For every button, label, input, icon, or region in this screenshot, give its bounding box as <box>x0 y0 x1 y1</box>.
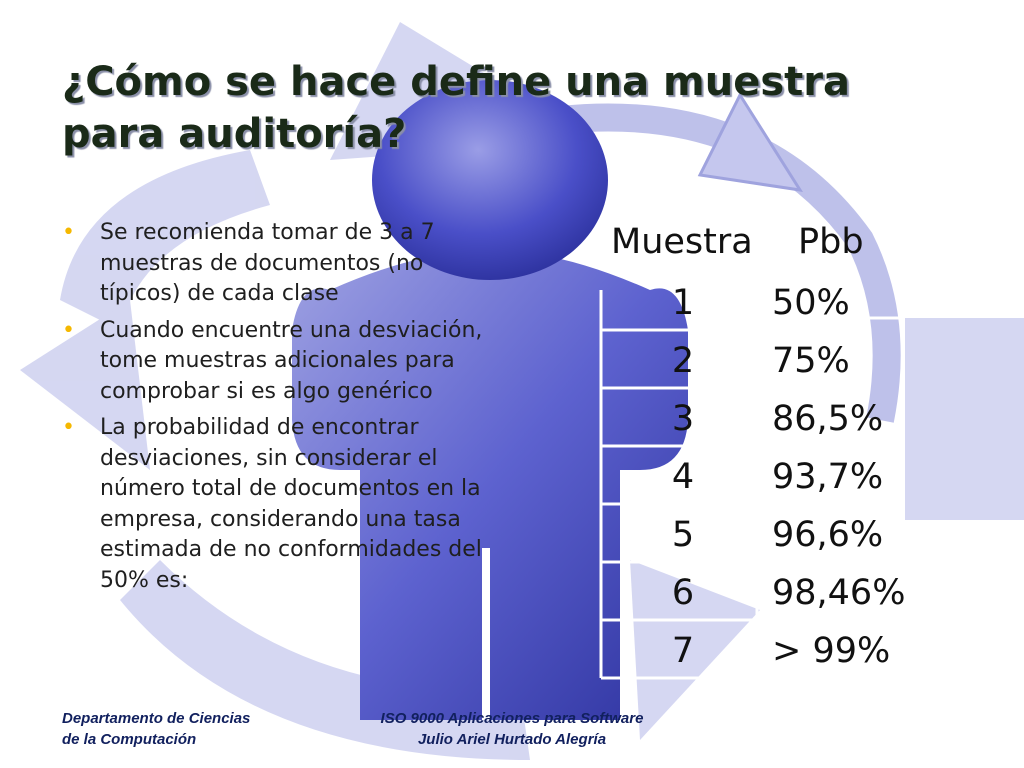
table-cell-pbb: 75% <box>772 341 850 381</box>
table-cell-muestra: 1 <box>671 283 695 323</box>
table-header-pbb: Pbb <box>798 222 864 262</box>
table-cell-pbb: 98,46% <box>772 573 906 613</box>
arrow-ring <box>558 103 901 423</box>
table-cell-muestra: 7 <box>671 631 695 671</box>
bullet-text: Cuando encuentre una desviación, tome mu… <box>100 317 483 404</box>
footer-course: ISO 9000 Aplicaciones para Software Juli… <box>362 708 662 750</box>
footer-center-line-1: ISO 9000 Aplicaciones para Software <box>380 710 644 727</box>
bullet-text: Se recomienda tomar de 3 a 7 muestras de… <box>100 220 435 306</box>
table-cell-muestra: 4 <box>671 457 695 497</box>
table-cell-muestra: 2 <box>671 341 695 381</box>
table-header-muestra: Muestra <box>611 222 753 262</box>
bullet-item: • Se recomienda tomar de 3 a 7 muestras d… <box>62 218 502 310</box>
bullet-item: • Cuando encuentre una desviación, tome m… <box>62 316 502 408</box>
table-grid <box>599 290 905 680</box>
bullet-text: La probabilidad de encontrar desviacione… <box>100 415 482 593</box>
person-head <box>372 80 608 280</box>
arrow-head <box>697 91 804 192</box>
title-line-1: ¿Cómo se hace define una muestra <box>62 59 850 105</box>
footer-department: Departamento de Ciencias de la Computaci… <box>62 708 250 750</box>
bullet-list: • Se recomienda tomar de 3 a 7 muestras d… <box>62 218 502 602</box>
bullet-dot-icon: • <box>62 220 75 245</box>
table-cell-pbb: > 99% <box>772 631 891 671</box>
slide-title: ¿Cómo se hace define una muestra para au… <box>62 56 962 160</box>
footer-center-line-2: Julio Ariel Hurtado Alegría <box>417 731 607 748</box>
person-body <box>292 250 688 720</box>
table-cell-pbb: 93,7% <box>772 457 884 497</box>
table-cell-muestra: 3 <box>671 399 695 439</box>
table-cell-muestra: 6 <box>671 573 695 613</box>
footer-left-line-2: de la Computación <box>62 731 197 748</box>
footer-left-line-1: Departamento de Ciencias <box>62 710 251 727</box>
bullet-dot-icon: • <box>62 415 75 440</box>
bullet-dot-icon: • <box>62 317 75 343</box>
title-line-2: para auditoría? <box>62 111 407 157</box>
table-cell-muestra: 5 <box>671 515 695 555</box>
table-cell-pbb: 50% <box>772 283 850 323</box>
table-cell-pbb: 86,5% <box>772 399 884 439</box>
bullet-item: • La probabilidad de encontrar desviacion… <box>62 413 502 596</box>
table-cell-pbb: 96,6% <box>772 515 884 555</box>
